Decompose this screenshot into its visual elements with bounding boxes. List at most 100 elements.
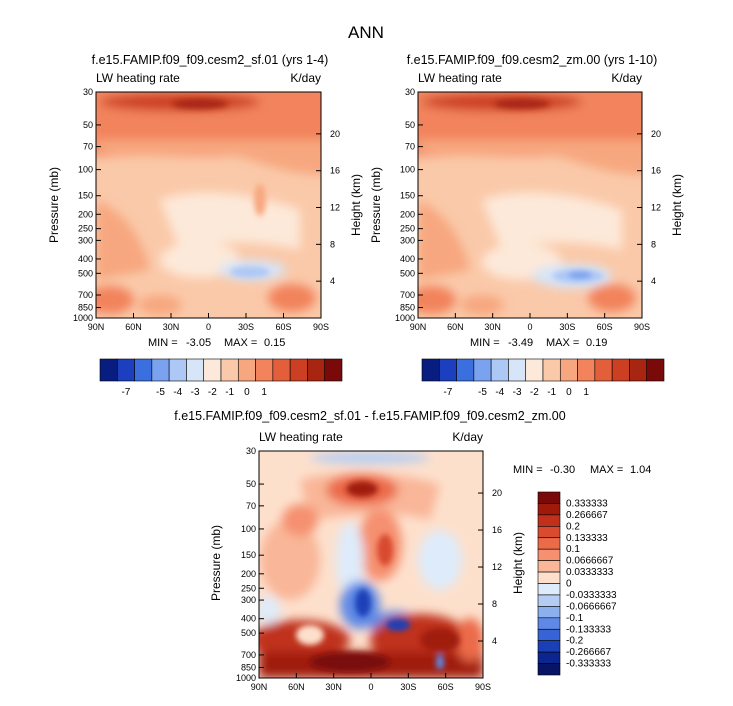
panel-2-xtick-label: 60S <box>597 322 613 332</box>
panel-3-colorbar-label: 0.2 <box>566 521 580 532</box>
panel-2-colorbar-swatch <box>438 358 457 382</box>
panel-2-colorbar-swatch <box>629 358 648 382</box>
panel-1-xtick-label: 90S <box>313 322 329 332</box>
panel-1-variable-label: LW heating rate <box>96 71 180 85</box>
panel-2-colorbar-swatch <box>456 358 475 382</box>
panel-2-colorbar-swatch <box>473 358 492 382</box>
panel-1-min-value: -3.05 <box>186 337 211 349</box>
panel-1-colorbar-label: 1 <box>261 387 267 398</box>
panel-3-field <box>259 451 483 678</box>
panel-2-colorbar-swatch <box>594 358 613 382</box>
panel-2-ytick-label: 250 <box>400 224 415 234</box>
panel-3: f.e15.FAMIP.f09_f09.cesm2_sf.01 - f.e15.… <box>174 409 651 692</box>
panel-2-ytick-label: 30 <box>405 87 415 97</box>
panel-1-colorbar-swatch <box>307 358 326 382</box>
panel-3-colorbar-label: -0.0666667 <box>566 601 617 612</box>
panel-1-max-value: 0.15 <box>264 337 285 349</box>
panel-3-colorbar-swatch <box>537 503 561 516</box>
panel-3-colorbar-swatch <box>537 526 561 539</box>
panel-3-y2label: Height (km) <box>511 532 525 594</box>
panel-2-stats: MIN = -3.49 MAX = 0.19 <box>470 337 607 349</box>
panel-3-colorbar-swatch <box>537 594 561 607</box>
panel-2-colorbar: -7 -5 -4 -3 -2 -1 0 1 <box>421 358 665 398</box>
panel-3-y2tick-label: 12 <box>492 562 502 572</box>
panel-2-ytick-label: 70 <box>405 142 415 152</box>
panel-3-title: f.e15.FAMIP.f09_f09.cesm2_sf.01 - f.e15.… <box>174 409 565 423</box>
panel-2-colorbar-swatch <box>646 358 665 382</box>
panel-1-y2tick-label: 20 <box>330 129 340 139</box>
panel-1-ytick-label: 150 <box>78 191 93 201</box>
panel-2-colorbar-label: -1 <box>547 387 556 398</box>
panel-3-colorbar-label: 0.0666667 <box>566 556 614 567</box>
panel-1-colorbar-swatch <box>168 358 187 382</box>
panel-2-xtick-label: 90S <box>634 322 650 332</box>
panel-3-colorbar-swatch <box>537 537 561 550</box>
panel-3-colorbar-label: -0.133333 <box>566 624 611 635</box>
panel-2-min-value: -3.49 <box>508 337 533 349</box>
panel-1-colorbar-label: -7 <box>121 387 130 398</box>
panel-1-colorbar-swatch <box>151 358 170 382</box>
panel-3-colorbar-swatch <box>537 514 561 527</box>
panel-3-xtick-label: 0 <box>368 682 373 692</box>
panel-3-colorbar-label: -0.2 <box>566 636 584 647</box>
panel-3-ytick-label: 250 <box>241 583 256 593</box>
panel-2-ytick-label: 100 <box>400 165 415 175</box>
panel-1-xtick-label: 30S <box>238 322 254 332</box>
panel-1-ytick-label: 1000 <box>73 313 93 323</box>
panel-3-colorbar-label: 0 <box>566 579 572 590</box>
panel-3-ytick-label: 70 <box>246 501 256 511</box>
panel-2-y2label: Height (km) <box>670 174 684 236</box>
panel-3-max-label: MAX = <box>590 464 623 476</box>
panel-1-colorbar-label: -3 <box>191 387 200 398</box>
panel-3-min-value: -0.30 <box>550 464 575 476</box>
panel-1-field <box>96 92 321 318</box>
panel-1-xtick-label: 60S <box>275 322 291 332</box>
panel-1-xtick-label: 60N <box>125 322 142 332</box>
panel-2-ytick-label: 400 <box>400 254 415 264</box>
panel-2-max-label: MAX = <box>546 337 579 349</box>
panel-1-ytick-label: 500 <box>78 268 93 278</box>
panel-1-colorbar-label: -4 <box>173 387 182 398</box>
panel-3-y2tick-label: 20 <box>492 488 502 498</box>
panel-2-variable-label: LW heating rate <box>418 71 502 85</box>
panel-1-ytick-label: 200 <box>78 209 93 219</box>
panel-3-colorbar-swatch <box>537 571 561 584</box>
panel-1-ylabel: Pressure (mb) <box>47 167 61 243</box>
panel-2-xtick-label: 30N <box>484 322 501 332</box>
panel-2-colorbar-swatch <box>490 358 509 382</box>
panel-2-y2tick-label: 20 <box>651 129 661 139</box>
panel-3-colorbar-swatch <box>537 628 561 641</box>
panel-2-colorbar-label: -2 <box>530 387 539 398</box>
panel-1-colorbar-label: 0 <box>244 387 250 398</box>
panel-3-units: K/day <box>452 430 483 444</box>
panel-2-xtick-label: 0 <box>527 322 532 332</box>
panel-2-colorbar-label: -5 <box>478 387 487 398</box>
panel-2-title: f.e15.FAMIP.f09_f09.cesm2_zm.00 (yrs 1-1… <box>407 53 658 67</box>
panel-2-y2-axis: 20 16 12 8 4 <box>637 129 661 286</box>
panel-1-colorbar-swatch <box>255 358 274 382</box>
panel-3-colorbar-label: -0.1 <box>566 613 584 624</box>
panel-2-colorbar-label: -7 <box>443 387 452 398</box>
panel-3-ytick-label: 850 <box>241 662 256 672</box>
panel-1-y2-axis: 20 16 12 8 4 <box>316 129 340 286</box>
panel-1-stats: MIN = -3.05 MAX = 0.15 <box>148 337 285 349</box>
panel-2-units: K/day <box>611 71 642 85</box>
panel-3-colorbar-label: 0.266667 <box>566 510 608 521</box>
panel-1-colorbar-swatch <box>289 358 308 382</box>
panel-3-colorbar-swatch <box>537 491 561 504</box>
panel-2: f.e15.FAMIP.f09_f09.cesm2_zm.00 (yrs 1-1… <box>369 53 684 398</box>
panel-1-max-label: MAX = <box>224 337 257 349</box>
panel-1-ytick-label: 400 <box>78 254 93 264</box>
panel-2-y2tick-label: 8 <box>651 239 656 249</box>
panel-1-min-label: MIN = <box>148 337 178 349</box>
panel-1-colorbar-swatch <box>272 358 291 382</box>
panel-1-y2tick-label: 16 <box>330 166 340 176</box>
panel-3-xtick-label: 30S <box>400 682 416 692</box>
panel-2-colorbar-swatch <box>508 358 527 382</box>
panel-2-colorbar-label: -4 <box>495 387 504 398</box>
panel-3-ytick-label: 150 <box>241 550 256 560</box>
panel-3-colorbar-swatch <box>537 583 561 596</box>
panel-2-colorbar-label: -3 <box>513 387 522 398</box>
panel-1: f.e15.FAMIP.f09_f09.cesm2_sf.01 (yrs 1-4… <box>47 53 363 398</box>
